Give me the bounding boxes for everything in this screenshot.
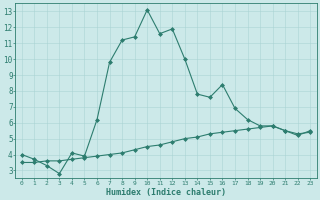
X-axis label: Humidex (Indice chaleur): Humidex (Indice chaleur) [106,188,226,197]
